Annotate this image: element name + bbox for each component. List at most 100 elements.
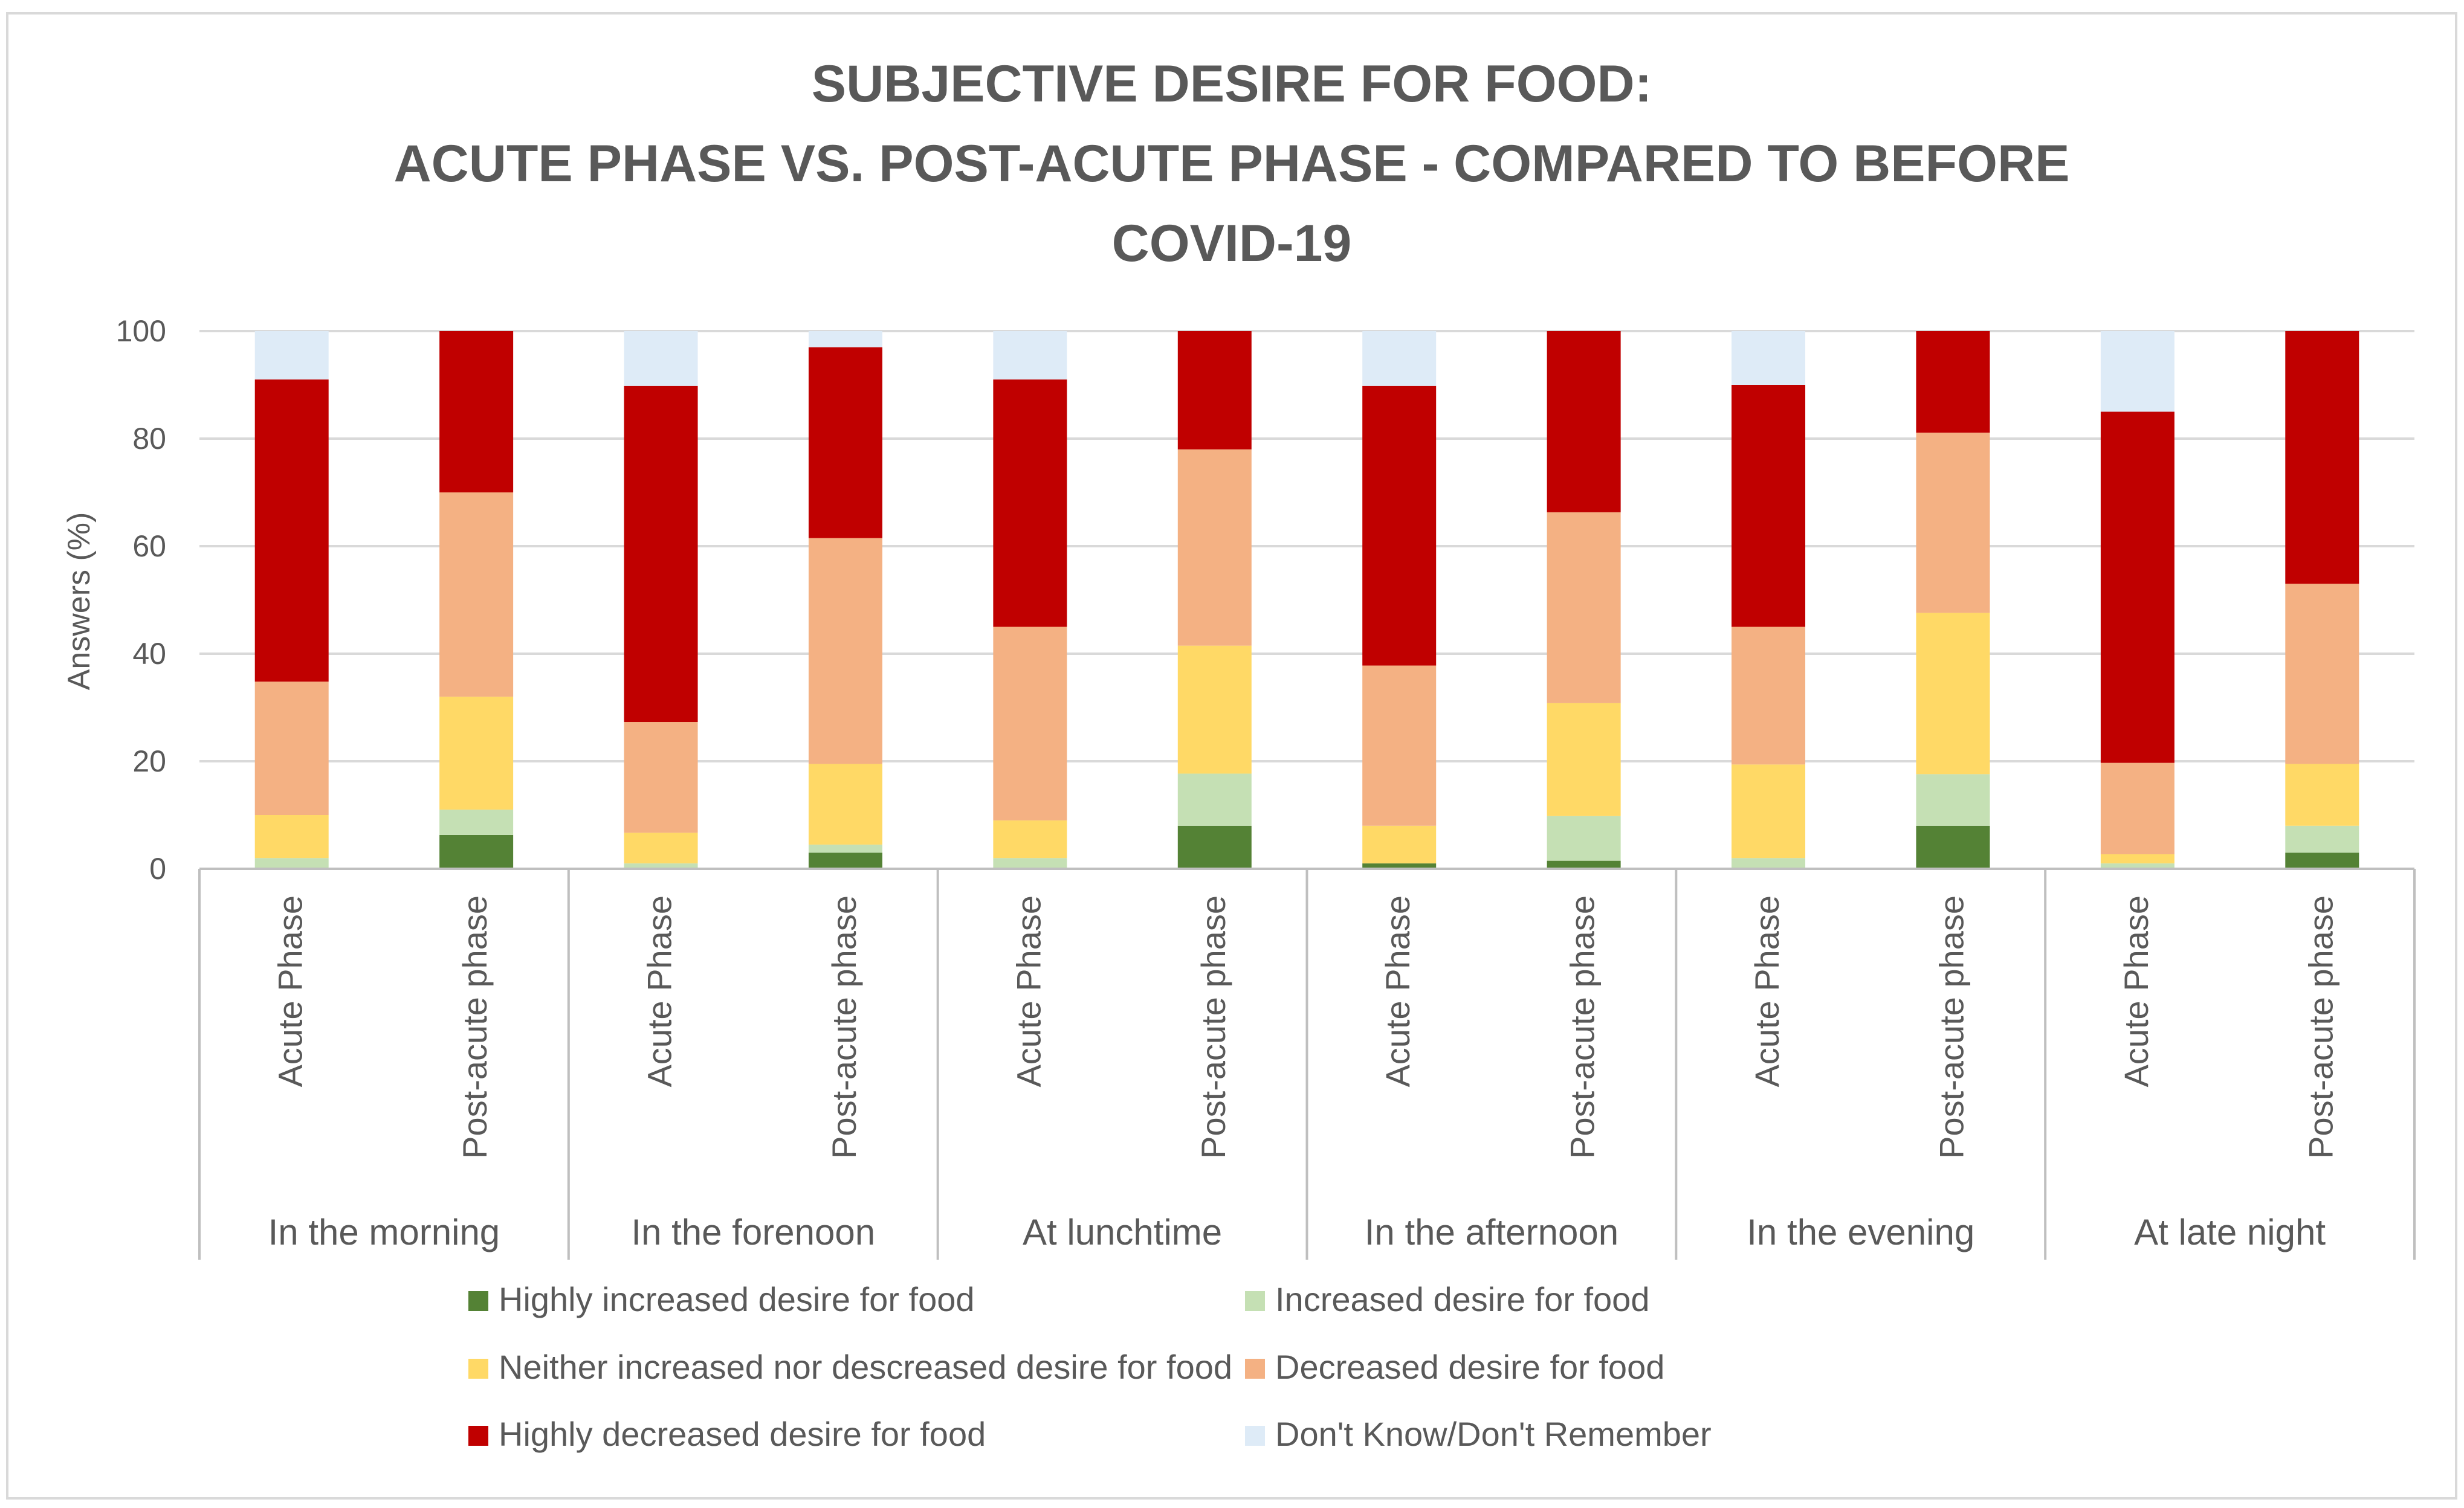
bar-segment: Decreased desire for food — In the foren… (808, 538, 882, 764)
x-group-label: At lunchtime (1023, 1212, 1222, 1252)
bar-segment: Highly increased desire for food — In th… (1362, 863, 1437, 869)
bar-segment: Highly increased desire for food — In th… (439, 834, 514, 869)
bar-segment: Highly decreased desire for food — In th… (624, 385, 698, 723)
x-phase-label: Acute Phase (2117, 895, 2155, 1088)
bar-segment: Increased desire for food — In the morni… (254, 858, 329, 869)
bar-segment: Decreased desire for food — In the morni… (254, 682, 329, 815)
bar-segment: Increased desire for food — In the after… (1547, 816, 1621, 861)
bars: Increased desire for food — In the morni… (254, 331, 2359, 869)
bar-segment: Neither increased nor descreased desire … (2100, 854, 2175, 864)
y-axis-label: Answers (%) (62, 512, 97, 691)
bar-segment: Highly decreased desire for food — In th… (1916, 331, 1990, 433)
x-group-label: In the evening (1747, 1212, 1974, 1252)
bar-segment: Neither increased nor descreased desire … (1362, 825, 1437, 864)
chart-title-line-2: ACUTE PHASE VS. POST-ACUTE PHASE - COMPA… (394, 135, 2070, 193)
bar-segment: Don't Know/Don't Remember — In the eveni… (1732, 331, 1806, 385)
bar-segment: Don't Know/Don't Remember — In the foren… (624, 331, 698, 386)
bar-segment: Neither increased nor descreased desire … (2285, 764, 2359, 826)
y-tick-label: 100 (116, 314, 166, 348)
bar-segment: Neither increased nor descreased desire … (1916, 613, 1990, 775)
x-phase-label: Post-acute phase (456, 895, 494, 1159)
x-phase-label: Acute Phase (1009, 895, 1047, 1088)
legend-swatch (1245, 1359, 1265, 1379)
bar-segment: Highly decreased desire for food — At lu… (993, 379, 1067, 627)
x-phase-label: Post-acute phase (1563, 895, 1602, 1159)
bar-segment: Decreased desire for food — In the after… (1362, 665, 1437, 826)
bar-segment: Decreased desire for food — In the eveni… (1732, 627, 1806, 765)
chart-title-line-1: SUBJECTIVE DESIRE FOR FOOD: (812, 55, 1652, 113)
bar-segment: Don't Know/Don't Remember — In the morni… (254, 331, 329, 380)
y-tick-label: 40 (132, 637, 166, 671)
bar-segment: Increased desire for food — In the foren… (624, 863, 698, 869)
x-phase-label: Acute Phase (271, 895, 309, 1088)
legend-swatch (1245, 1426, 1265, 1446)
bar-segment: Increased desire for food — In the morni… (439, 810, 514, 835)
x-phase-label: Acute Phase (1379, 895, 1417, 1088)
y-tick-label: 0 (149, 852, 166, 886)
y-tick-label: 80 (132, 422, 166, 456)
bar-segment: Highly increased desire for food — At la… (2285, 852, 2359, 869)
bar-segment: Increased desire for food — At lunchtime… (1177, 773, 1252, 826)
bar-segment: Decreased desire for food — In the morni… (439, 492, 514, 697)
bar-segment: Neither increased nor descreased desire … (624, 833, 698, 864)
bar-segment: Highly increased desire for food — In th… (1547, 860, 1621, 869)
x-group-label: In the forenoon (631, 1212, 875, 1252)
bar-segment: Decreased desire for food — In the foren… (624, 722, 698, 833)
bar-segment: Highly increased desire for food — In th… (808, 852, 882, 869)
bar-segment: Decreased desire for food — At late nigh… (2285, 584, 2359, 764)
x-phase-label: Post-acute phase (1932, 895, 1970, 1159)
x-phase-label: Acute Phase (1748, 895, 1786, 1088)
x-group-label: In the afternoon (1365, 1212, 1618, 1252)
bar-segment: Neither increased nor descreased desire … (993, 820, 1067, 859)
bar-segment: Increased desire for food — At lunchtime… (993, 858, 1067, 869)
y-tick-label: 20 (132, 744, 166, 778)
x-group-label: In the morning (268, 1212, 500, 1252)
bar-segment: Highly decreased desire for food — In th… (1547, 331, 1621, 512)
legend-label: Highly increased desire for food (499, 1280, 975, 1318)
bar-segment: Increased desire for food — At late nigh… (2100, 863, 2175, 869)
bar-segment: Neither increased nor descreased desire … (439, 697, 514, 810)
legend-label: Increased desire for food (1275, 1280, 1649, 1318)
legend-label: Don't Know/Don't Remember (1275, 1415, 1712, 1453)
bar-segment: Increased desire for food — In the foren… (808, 844, 882, 853)
bar-segment: Neither increased nor descreased desire … (1547, 703, 1621, 816)
bar-segment: Don't Know/Don't Remember — In the foren… (808, 331, 882, 347)
bar-segment: Neither increased nor descreased desire … (1177, 645, 1252, 774)
bar-segment: Don't Know/Don't Remember — At lunchtime… (993, 331, 1067, 380)
bar-segment: Don't Know/Don't Remember — In the after… (1362, 331, 1437, 386)
bar-segment: Highly increased desire for food — At lu… (1177, 825, 1252, 869)
bar-segment: Increased desire for food — In the eveni… (1732, 858, 1806, 869)
bar-segment: Increased desire for food — In the eveni… (1916, 774, 1990, 826)
legend-swatch (1245, 1291, 1265, 1311)
bar-segment: Highly decreased desire for food — In th… (254, 379, 329, 682)
bar-segment: Neither increased nor descreased desire … (808, 764, 882, 845)
bar-segment: Highly decreased desire for food — At la… (2100, 411, 2175, 763)
legend-swatch (468, 1359, 488, 1379)
x-axis: Acute Phase Post-acute phase In the mornin… (198, 868, 2416, 1260)
bar-segment: Decreased desire for food — At lunchtime… (1177, 449, 1252, 646)
bar-segment: Neither increased nor descreased desire … (254, 815, 329, 859)
legend-label: Highly decreased desire for food (499, 1415, 986, 1453)
chart-title-line-3: COVID-19 (1112, 214, 1352, 272)
chart-border (6, 12, 2457, 1500)
x-phase-label: Post-acute phase (825, 895, 863, 1159)
bar-segment: Decreased desire for food — At lunchtime… (993, 627, 1067, 820)
x-phase-label: Acute Phase (641, 895, 679, 1088)
bar-segment: Decreased desire for food — At late nigh… (2100, 762, 2175, 854)
y-axis-ticks: 0 20 40 60 80 100 (116, 314, 166, 886)
bar-segment: Highly decreased desire for food — In th… (1732, 385, 1806, 627)
bar-segment: Highly decreased desire for food — In th… (808, 347, 882, 538)
legend-swatch (468, 1426, 488, 1446)
y-tick-label: 60 (132, 529, 166, 563)
bar-segment: Neither increased nor descreased desire … (1732, 764, 1806, 859)
bar-segment: Highly increased desire for food — In th… (1916, 825, 1990, 869)
bar-segment: Highly decreased desire for food — At la… (2285, 331, 2359, 584)
bar-segment: Highly decreased desire for food — In th… (439, 331, 514, 492)
x-group-label: At late night (2134, 1212, 2326, 1252)
legend-label: Neither increased nor descreased desire … (499, 1348, 1232, 1386)
x-phase-label: Post-acute phase (2301, 895, 2340, 1159)
legend-label: Decreased desire for food (1275, 1348, 1664, 1386)
bar-segment: Highly decreased desire for food — In th… (1362, 385, 1437, 666)
